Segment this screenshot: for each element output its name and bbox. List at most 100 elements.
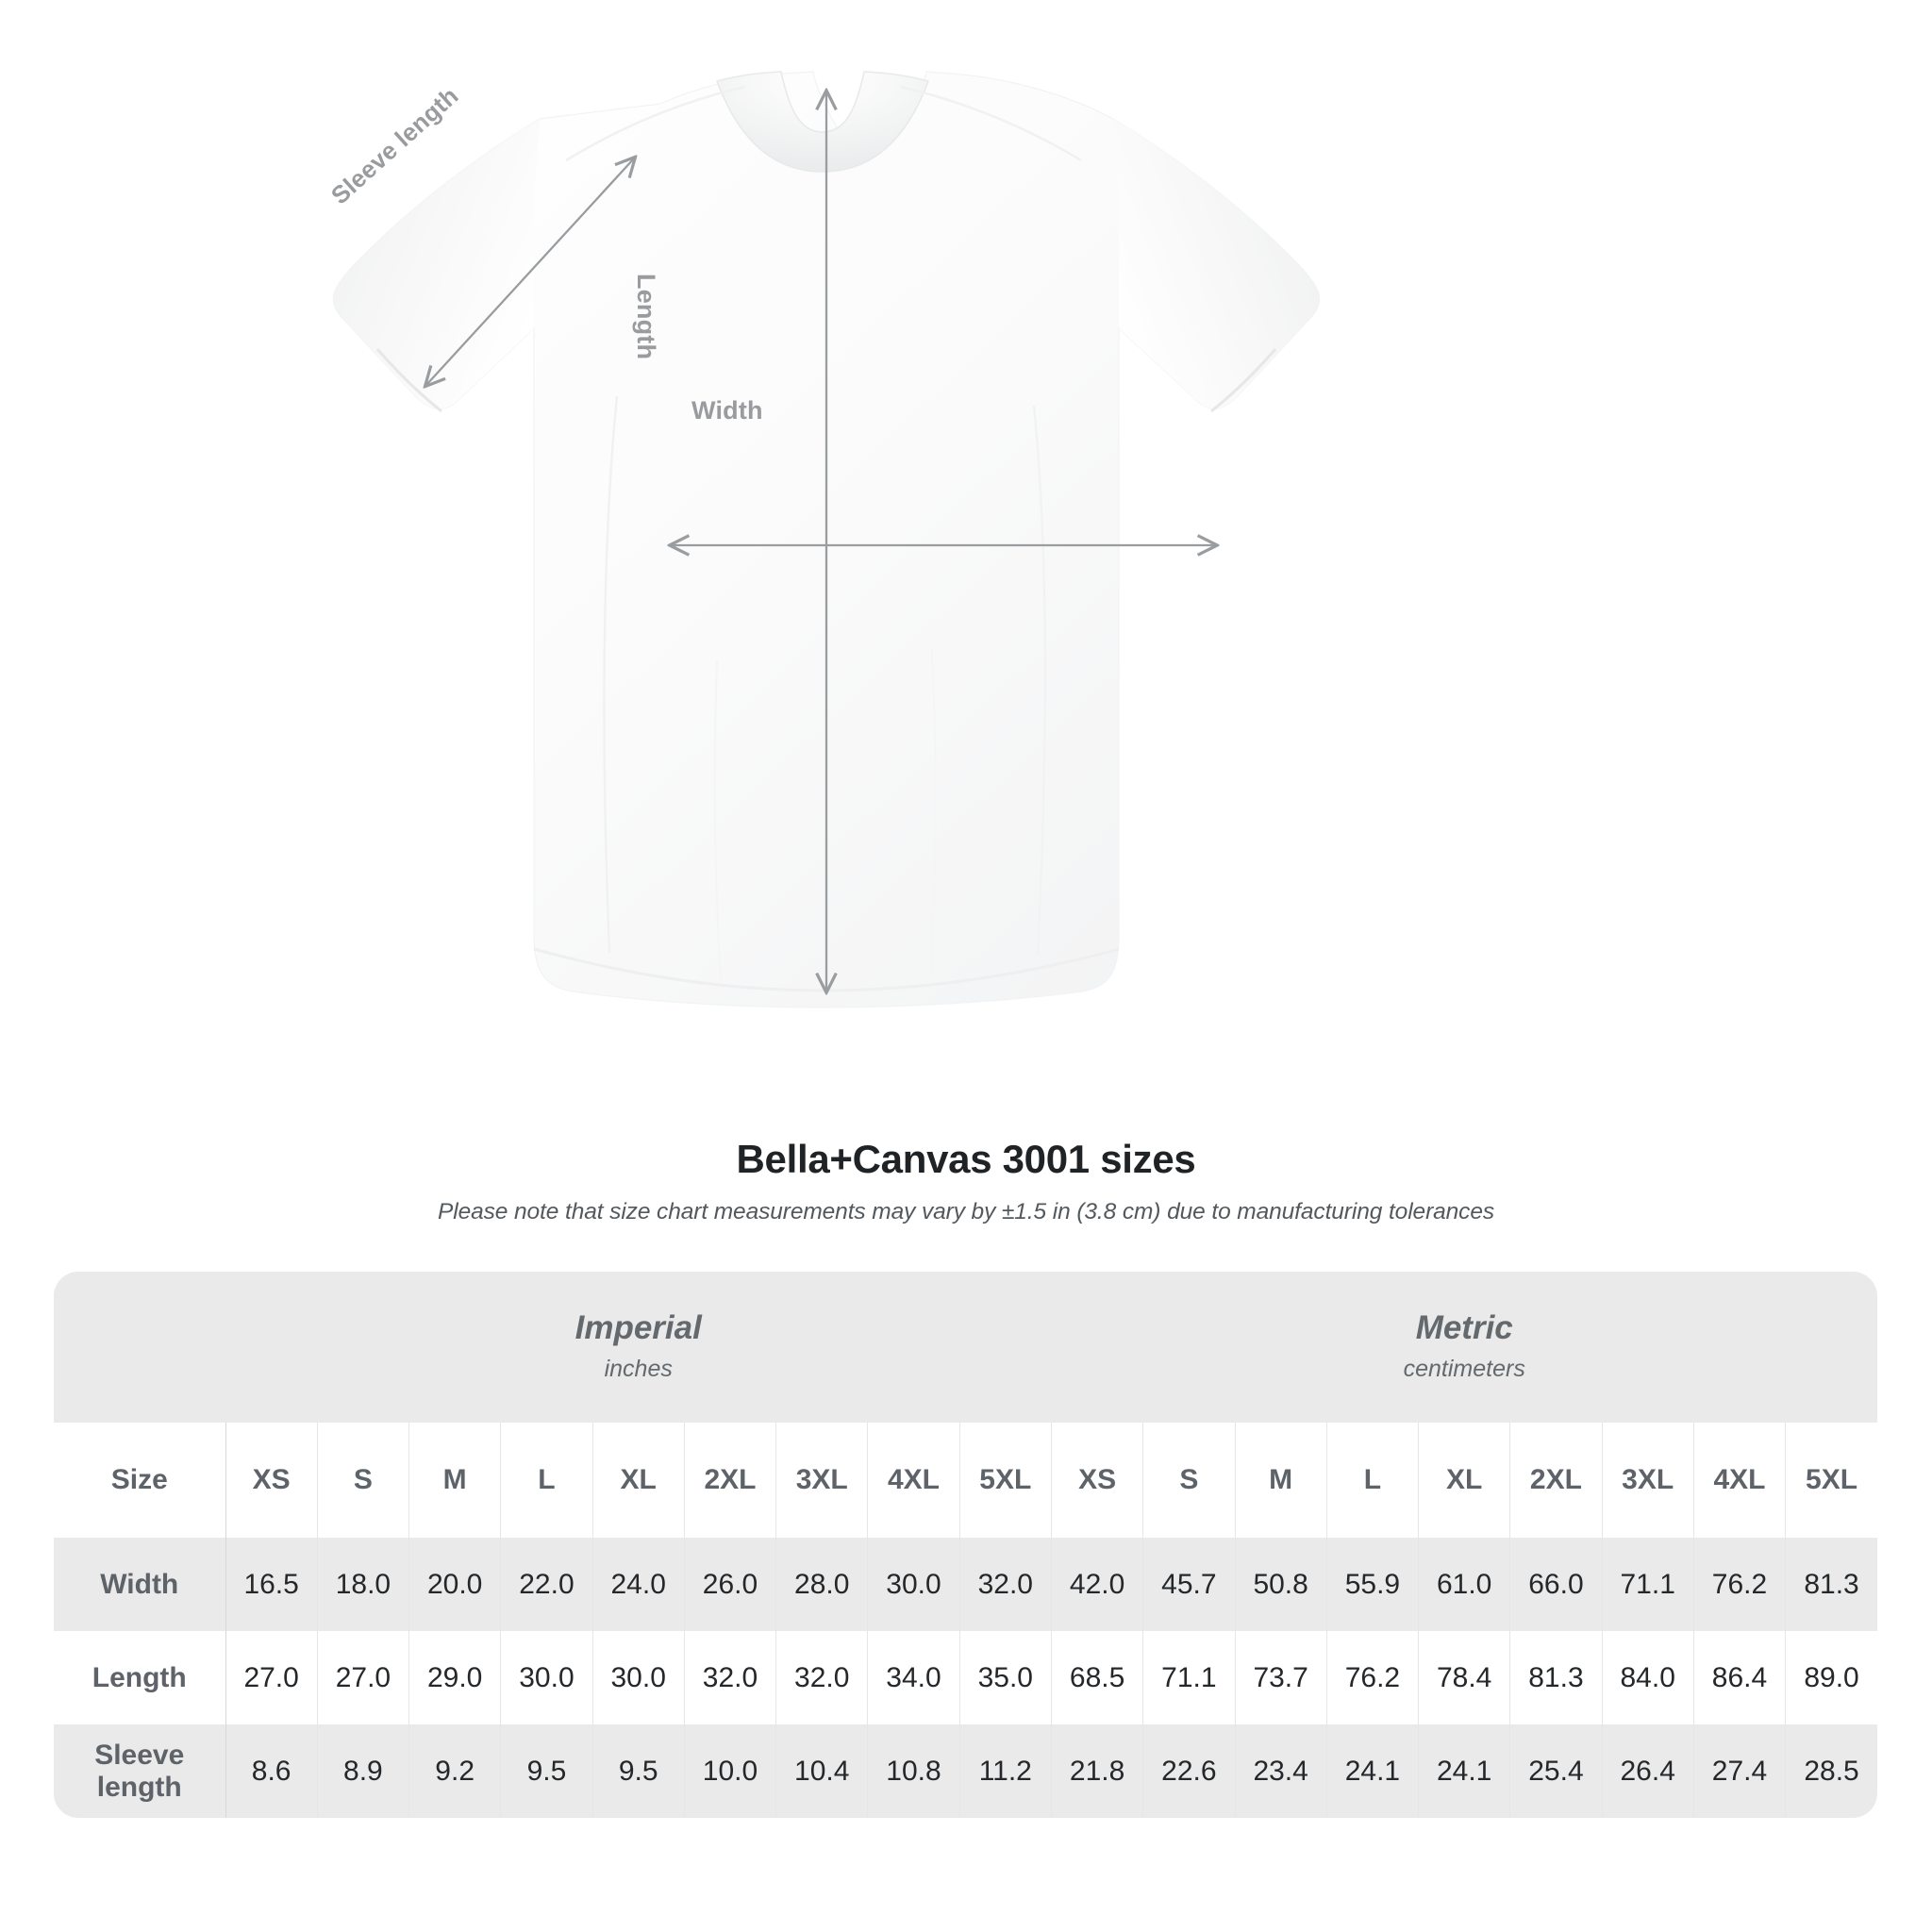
cell-sleeve-length-imperial-l: 9.5 bbox=[500, 1724, 593, 1818]
cell-sleeve-length-imperial-xl: 9.5 bbox=[592, 1724, 685, 1818]
unit-group-sub: centimeters bbox=[1403, 1355, 1525, 1382]
cell-length-imperial-5xl: 35.0 bbox=[959, 1631, 1052, 1724]
size-header-metric-3xl: 3XL bbox=[1602, 1423, 1694, 1538]
row-label-sleeve-length: Sleeve length bbox=[54, 1724, 226, 1818]
size-header-metric-4xl: 4XL bbox=[1693, 1423, 1787, 1538]
cell-length-imperial-s: 27.0 bbox=[317, 1631, 410, 1724]
cell-length-metric-l: 76.2 bbox=[1326, 1631, 1420, 1724]
unit-group-name: Metric bbox=[1415, 1309, 1513, 1347]
size-header-imperial-2xl: 2XL bbox=[684, 1423, 777, 1538]
cell-length-imperial-xs: 27.0 bbox=[225, 1631, 318, 1724]
unit-group-name: Imperial bbox=[575, 1309, 702, 1347]
cell-width-metric-m: 50.8 bbox=[1235, 1538, 1327, 1631]
size-header-imperial-xl: XL bbox=[592, 1423, 685, 1538]
cell-length-imperial-4xl: 34.0 bbox=[867, 1631, 960, 1724]
cell-length-imperial-3xl: 32.0 bbox=[775, 1631, 869, 1724]
cell-sleeve-length-metric-3xl: 26.4 bbox=[1602, 1724, 1694, 1818]
cell-width-imperial-xl: 24.0 bbox=[592, 1538, 685, 1631]
length-label: Length bbox=[632, 274, 660, 360]
cell-length-imperial-m: 29.0 bbox=[408, 1631, 502, 1724]
unit-group-metric: Metric centimeters bbox=[1051, 1272, 1877, 1423]
cell-width-imperial-xs: 16.5 bbox=[225, 1538, 318, 1631]
cell-sleeve-length-imperial-s: 8.9 bbox=[317, 1724, 410, 1818]
cell-length-metric-2xl: 81.3 bbox=[1509, 1631, 1603, 1724]
unit-group-imperial: Imperial inches bbox=[225, 1272, 1052, 1423]
cell-sleeve-length-metric-4xl: 27.4 bbox=[1693, 1724, 1787, 1818]
cell-length-metric-5xl: 89.0 bbox=[1785, 1631, 1877, 1724]
cell-width-imperial-s: 18.0 bbox=[317, 1538, 410, 1631]
table-row: Width 16.5 18.0 20.0 22.0 24.0 26.0 28.0 30.0 32.… bbox=[54, 1538, 1877, 1631]
size-header-imperial-l: L bbox=[500, 1423, 593, 1538]
tshirt-diagram: Sleeve length Length Width bbox=[325, 71, 1321, 1008]
size-table-container: Imperial inches Metric centimeters Size XS S M L… bbox=[54, 1272, 1877, 1818]
cell-sleeve-length-metric-xs: 21.8 bbox=[1050, 1724, 1144, 1818]
size-header-row: Size XS S M L XL 2XL 3XL 4XL 5XL XS S M L XL 2XL 3XL 4XL 5… bbox=[54, 1423, 1877, 1538]
cell-length-metric-m: 73.7 bbox=[1235, 1631, 1327, 1724]
size-header-imperial-3xl: 3XL bbox=[775, 1423, 869, 1538]
size-header-imperial-xs: XS bbox=[225, 1423, 318, 1538]
row-label-width: Width bbox=[54, 1538, 226, 1631]
cell-width-metric-3xl: 71.1 bbox=[1602, 1538, 1694, 1631]
cell-sleeve-length-imperial-xs: 8.6 bbox=[225, 1724, 318, 1818]
size-header-metric-m: M bbox=[1235, 1423, 1327, 1538]
cell-sleeve-length-metric-xl: 24.1 bbox=[1418, 1724, 1511, 1818]
size-header-imperial-5xl: 5XL bbox=[959, 1423, 1052, 1538]
cell-sleeve-length-imperial-m: 9.2 bbox=[408, 1724, 502, 1818]
cell-width-imperial-3xl: 28.0 bbox=[775, 1538, 869, 1631]
cell-sleeve-length-imperial-2xl: 10.0 bbox=[684, 1724, 777, 1818]
cell-width-metric-s: 45.7 bbox=[1142, 1538, 1236, 1631]
cell-width-metric-2xl: 66.0 bbox=[1509, 1538, 1603, 1631]
cell-sleeve-length-imperial-3xl: 10.4 bbox=[775, 1724, 869, 1818]
tolerance-note: Please note that size chart measurements… bbox=[438, 1199, 1494, 1224]
unit-header-spacer bbox=[54, 1272, 225, 1423]
size-header-metric-5xl: 5XL bbox=[1785, 1423, 1877, 1538]
size-header-metric-s: S bbox=[1142, 1423, 1236, 1538]
cell-length-imperial-l: 30.0 bbox=[500, 1631, 593, 1724]
cell-length-metric-xl: 78.4 bbox=[1418, 1631, 1511, 1724]
size-header-metric-xl: XL bbox=[1418, 1423, 1511, 1538]
unit-header-row: Imperial inches Metric centimeters bbox=[54, 1272, 1877, 1423]
unit-group-sub: inches bbox=[604, 1355, 673, 1382]
cell-length-imperial-xl: 30.0 bbox=[592, 1631, 685, 1724]
tshirt-illustration bbox=[332, 71, 1321, 1008]
cell-sleeve-length-imperial-4xl: 10.8 bbox=[867, 1724, 960, 1818]
cell-sleeve-length-metric-m: 23.4 bbox=[1235, 1724, 1327, 1818]
cell-length-imperial-2xl: 32.0 bbox=[684, 1631, 777, 1724]
cell-sleeve-length-metric-2xl: 25.4 bbox=[1509, 1724, 1603, 1818]
size-table: Imperial inches Metric centimeters Size XS S M L… bbox=[54, 1272, 1877, 1818]
dimension-lines bbox=[426, 92, 1215, 991]
cell-sleeve-length-metric-5xl: 28.5 bbox=[1785, 1724, 1877, 1818]
cell-sleeve-length-imperial-5xl: 11.2 bbox=[959, 1724, 1052, 1818]
row-label-length: Length bbox=[54, 1631, 226, 1724]
size-header-metric-l: L bbox=[1326, 1423, 1420, 1538]
cell-width-metric-4xl: 76.2 bbox=[1693, 1538, 1787, 1631]
cell-width-imperial-m: 20.0 bbox=[408, 1538, 502, 1631]
table-row: Sleeve length 8.6 8.9 9.2 9.5 9.5 10.0 10.4 10.8… bbox=[54, 1724, 1877, 1818]
cell-width-imperial-4xl: 30.0 bbox=[867, 1538, 960, 1631]
cell-length-metric-3xl: 84.0 bbox=[1602, 1631, 1694, 1724]
size-header-imperial-s: S bbox=[317, 1423, 410, 1538]
width-label: Width bbox=[691, 396, 763, 425]
size-header-imperial-m: M bbox=[408, 1423, 502, 1538]
cell-length-metric-s: 71.1 bbox=[1142, 1631, 1236, 1724]
cell-sleeve-length-metric-s: 22.6 bbox=[1142, 1724, 1236, 1818]
chart-heading: Bella+Canvas 3001 sizes Please note that… bbox=[0, 1137, 1932, 1225]
cell-width-imperial-5xl: 32.0 bbox=[959, 1538, 1052, 1631]
cell-width-metric-l: 55.9 bbox=[1326, 1538, 1420, 1631]
cell-length-metric-4xl: 86.4 bbox=[1693, 1631, 1787, 1724]
cell-width-imperial-2xl: 26.0 bbox=[684, 1538, 777, 1631]
cell-width-metric-xl: 61.0 bbox=[1418, 1538, 1511, 1631]
size-header-imperial-4xl: 4XL bbox=[867, 1423, 960, 1538]
page-title: Bella+Canvas 3001 sizes bbox=[736, 1137, 1196, 1181]
cell-length-metric-xs: 68.5 bbox=[1050, 1631, 1144, 1724]
cell-sleeve-length-metric-l: 24.1 bbox=[1326, 1724, 1420, 1818]
cell-width-imperial-l: 22.0 bbox=[500, 1538, 593, 1631]
size-row-label: Size bbox=[54, 1423, 226, 1538]
sleeve-dimension-line bbox=[426, 158, 634, 385]
size-header-metric-2xl: 2XL bbox=[1509, 1423, 1603, 1538]
cell-width-metric-xs: 42.0 bbox=[1050, 1538, 1144, 1631]
cell-width-metric-5xl: 81.3 bbox=[1785, 1538, 1877, 1631]
size-header-metric-xs: XS bbox=[1050, 1423, 1144, 1538]
table-row: Length 27.0 27.0 29.0 30.0 30.0 32.0 32.0 34.0 35… bbox=[54, 1631, 1877, 1724]
